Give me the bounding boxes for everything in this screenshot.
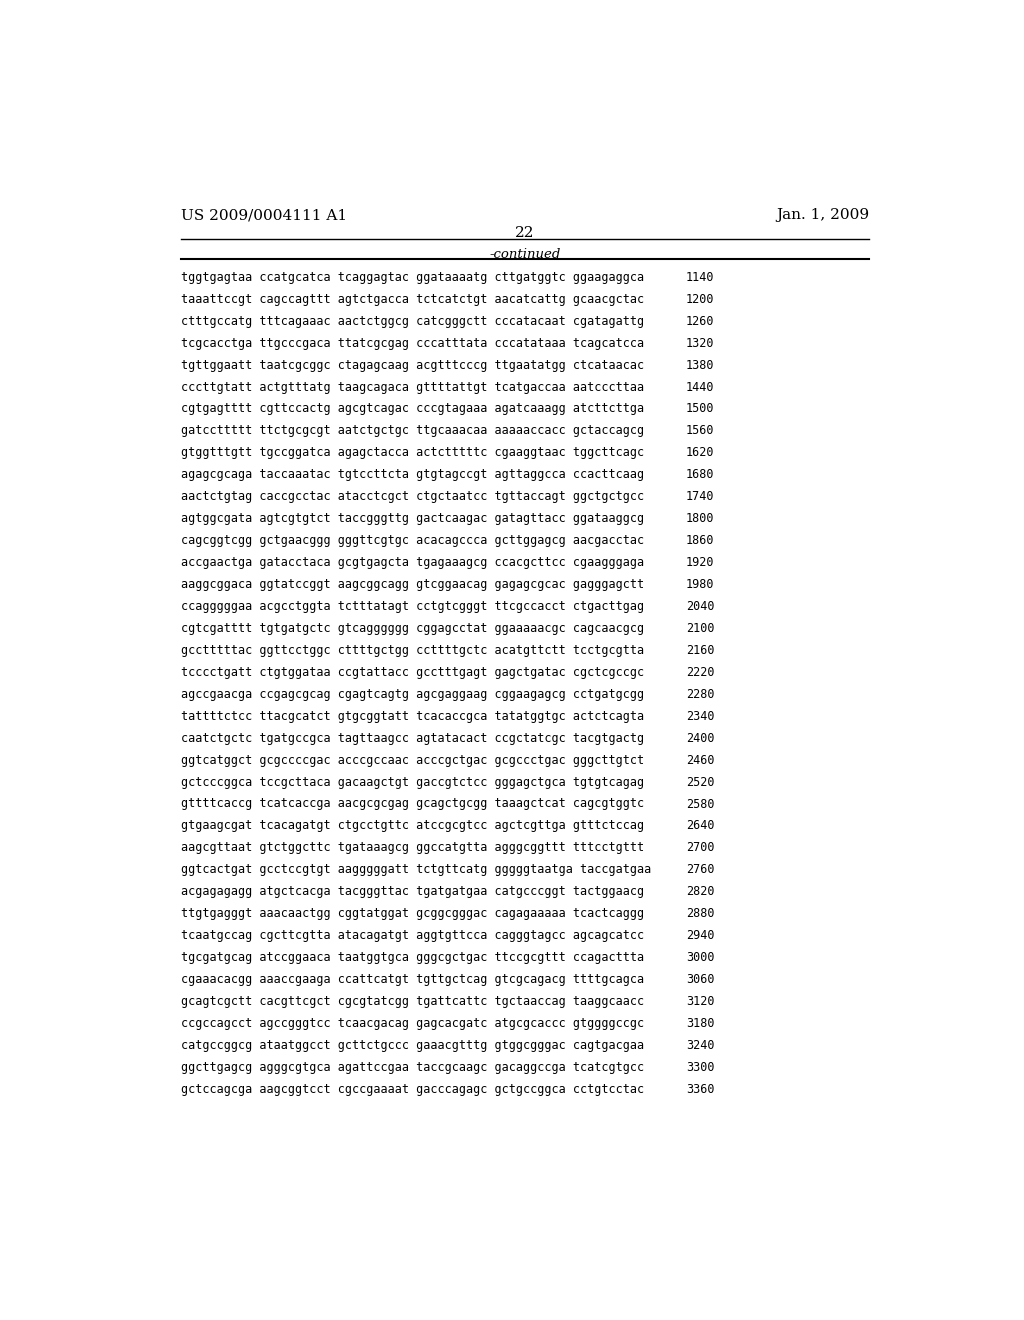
Text: taaattccgt cagccagttt agtctgacca tctcatctgt aacatcattg gcaacgctac: taaattccgt cagccagttt agtctgacca tctcatc… [180,293,644,306]
Text: ggcttgagcg agggcgtgca agattccgaa taccgcaagc gacaggccga tcatcgtgcc: ggcttgagcg agggcgtgca agattccgaa taccgca… [180,1061,644,1074]
Text: 3300: 3300 [686,1061,715,1074]
Text: tggtgagtaa ccatgcatca tcaggagtac ggataaaatg cttgatggtc ggaagaggca: tggtgagtaa ccatgcatca tcaggagtac ggataaa… [180,271,644,284]
Text: tgttggaatt taatcgcggc ctagagcaag acgtttcccg ttgaatatgg ctcataacac: tgttggaatt taatcgcggc ctagagcaag acgtttc… [180,359,644,372]
Text: accgaactga gatacctaca gcgtgagcta tgagaaagcg ccacgcttcc cgaagggaga: accgaactga gatacctaca gcgtgagcta tgagaaa… [180,556,644,569]
Text: gcagtcgctt cacgttcgct cgcgtatcgg tgattcattc tgctaaccag taaggcaacc: gcagtcgctt cacgttcgct cgcgtatcgg tgattca… [180,995,644,1008]
Text: 1140: 1140 [686,271,715,284]
Text: 1260: 1260 [686,314,715,327]
Text: agagcgcaga taccaaatac tgtccttcta gtgtagccgt agttaggcca ccacttcaag: agagcgcaga taccaaatac tgtccttcta gtgtagc… [180,469,644,482]
Text: cagcggtcgg gctgaacggg gggttcgtgc acacagccca gcttggagcg aacgacctac: cagcggtcgg gctgaacggg gggttcgtgc acacagc… [180,535,644,548]
Text: acgagagagg atgctcacga tacgggttac tgatgatgaa catgcccggt tactggaacg: acgagagagg atgctcacga tacgggttac tgatgat… [180,886,644,899]
Text: 2760: 2760 [686,863,715,876]
Text: caatctgctc tgatgccgca tagttaagcc agtatacact ccgctatcgc tacgtgactg: caatctgctc tgatgccgca tagttaagcc agtatac… [180,731,644,744]
Text: 1320: 1320 [686,337,715,350]
Text: 2280: 2280 [686,688,715,701]
Text: cccttgtatt actgtttatg taagcagaca gttttattgt tcatgaccaa aatcccttaa: cccttgtatt actgtttatg taagcagaca gttttat… [180,380,644,393]
Text: ttgtgagggt aaacaactgg cggtatggat gcggcgggac cagagaaaaa tcactcaggg: ttgtgagggt aaacaactgg cggtatggat gcggcgg… [180,907,644,920]
Text: tcccctgatt ctgtggataa ccgtattacc gcctttgagt gagctgatac cgctcgccgc: tcccctgatt ctgtggataa ccgtattacc gcctttg… [180,665,644,678]
Text: 3180: 3180 [686,1016,715,1030]
Text: gtgaagcgat tcacagatgt ctgcctgttc atccgcgtcc agctcgttga gtttctccag: gtgaagcgat tcacagatgt ctgcctgttc atccgcg… [180,820,644,833]
Text: 3240: 3240 [686,1039,715,1052]
Text: gctcccggca tccgcttaca gacaagctgt gaccgtctcc gggagctgca tgtgtcagag: gctcccggca tccgcttaca gacaagctgt gaccgtc… [180,776,644,788]
Text: ctttgccatg tttcagaaac aactctggcg catcgggctt cccatacaat cgatagattg: ctttgccatg tttcagaaac aactctggcg catcggg… [180,314,644,327]
Text: ggtcatggct gcgccccgac acccgccaac acccgctgac gcgccctgac gggcttgtct: ggtcatggct gcgccccgac acccgccaac acccgct… [180,754,644,767]
Text: 2040: 2040 [686,601,715,612]
Text: 3060: 3060 [686,973,715,986]
Text: agccgaacga ccgagcgcag cgagtcagtg agcgaggaag cggaagagcg cctgatgcgg: agccgaacga ccgagcgcag cgagtcagtg agcgagg… [180,688,644,701]
Text: 1800: 1800 [686,512,715,525]
Text: ggtcactgat gcctccgtgt aagggggatt tctgttcatg gggggtaatga taccgatgaa: ggtcactgat gcctccgtgt aagggggatt tctgttc… [180,863,651,876]
Text: ccgccagcct agccgggtcc tcaacgacag gagcacgatc atgcgcaccc gtggggccgc: ccgccagcct agccgggtcc tcaacgacag gagcacg… [180,1016,644,1030]
Text: 1560: 1560 [686,425,715,437]
Text: 2700: 2700 [686,841,715,854]
Text: aagcgttaat gtctggcttc tgataaagcg ggccatgtta agggcggttt tttcctgttt: aagcgttaat gtctggcttc tgataaagcg ggccatg… [180,841,644,854]
Text: 2100: 2100 [686,622,715,635]
Text: 1380: 1380 [686,359,715,372]
Text: 1920: 1920 [686,556,715,569]
Text: tattttctcc ttacgcatct gtgcggtatt tcacaccgca tatatggtgc actctcagta: tattttctcc ttacgcatct gtgcggtatt tcacacc… [180,710,644,723]
Text: 1740: 1740 [686,490,715,503]
Text: 1440: 1440 [686,380,715,393]
Text: 2520: 2520 [686,776,715,788]
Text: 2400: 2400 [686,731,715,744]
Text: ccagggggaa acgcctggta tctttatagt cctgtcgggt ttcgccacct ctgacttgag: ccagggggaa acgcctggta tctttatagt cctgtcg… [180,601,644,612]
Text: 1200: 1200 [686,293,715,306]
Text: 2340: 2340 [686,710,715,723]
Text: agtggcgata agtcgtgtct taccgggttg gactcaagac gatagttacc ggataaggcg: agtggcgata agtcgtgtct taccgggttg gactcaa… [180,512,644,525]
Text: tcaatgccag cgcttcgtta atacagatgt aggtgttcca cagggtagcc agcagcatcc: tcaatgccag cgcttcgtta atacagatgt aggtgtt… [180,929,644,942]
Text: gtggtttgtt tgccggatca agagctacca actctttttc cgaaggtaac tggcttcagc: gtggtttgtt tgccggatca agagctacca actcttt… [180,446,644,459]
Text: 3000: 3000 [686,952,715,964]
Text: 1620: 1620 [686,446,715,459]
Text: aactctgtag caccgcctac atacctcgct ctgctaatcc tgttaccagt ggctgctgcc: aactctgtag caccgcctac atacctcgct ctgctaa… [180,490,644,503]
Text: 22: 22 [515,226,535,240]
Text: gctccagcga aagcggtcct cgccgaaaat gacccagagc gctgccggca cctgtcctac: gctccagcga aagcggtcct cgccgaaaat gacccag… [180,1082,644,1096]
Text: cgtcgatttt tgtgatgctc gtcagggggg cggagcctat ggaaaaacgc cagcaacgcg: cgtcgatttt tgtgatgctc gtcagggggg cggagcc… [180,622,644,635]
Text: gatccttttt ttctgcgcgt aatctgctgc ttgcaaacaa aaaaaccacc gctaccagcg: gatccttttt ttctgcgcgt aatctgctgc ttgcaaa… [180,425,644,437]
Text: 1500: 1500 [686,403,715,416]
Text: aaggcggaca ggtatccggt aagcggcagg gtcggaacag gagagcgcac gagggagctt: aaggcggaca ggtatccggt aagcggcagg gtcggaa… [180,578,644,591]
Text: tcgcacctga ttgcccgaca ttatcgcgag cccatttata cccatataaa tcagcatcca: tcgcacctga ttgcccgaca ttatcgcgag cccattt… [180,337,644,350]
Text: 2460: 2460 [686,754,715,767]
Text: 3360: 3360 [686,1082,715,1096]
Text: cgaaacacgg aaaccgaaga ccattcatgt tgttgctcag gtcgcagacg ttttgcagca: cgaaacacgg aaaccgaaga ccattcatgt tgttgct… [180,973,644,986]
Text: 1980: 1980 [686,578,715,591]
Text: 2220: 2220 [686,665,715,678]
Text: 2640: 2640 [686,820,715,833]
Text: gcctttttac ggttcctggc cttttgctgg ccttttgctc acatgttctt tcctgcgtta: gcctttttac ggttcctggc cttttgctgg ccttttg… [180,644,644,657]
Text: -continued: -continued [489,248,560,261]
Text: 1860: 1860 [686,535,715,548]
Text: 2160: 2160 [686,644,715,657]
Text: 2880: 2880 [686,907,715,920]
Text: Jan. 1, 2009: Jan. 1, 2009 [776,209,869,223]
Text: cgtgagtttt cgttccactg agcgtcagac cccgtagaaa agatcaaagg atcttcttga: cgtgagtttt cgttccactg agcgtcagac cccgtag… [180,403,644,416]
Text: tgcgatgcag atccggaaca taatggtgca gggcgctgac ttccgcgttt ccagacttta: tgcgatgcag atccggaaca taatggtgca gggcgct… [180,952,644,964]
Text: US 2009/0004111 A1: US 2009/0004111 A1 [180,209,347,223]
Text: 2580: 2580 [686,797,715,810]
Text: 2820: 2820 [686,886,715,899]
Text: 3120: 3120 [686,995,715,1008]
Text: catgccggcg ataatggcct gcttctgccc gaaacgtttg gtggcgggac cagtgacgaa: catgccggcg ataatggcct gcttctgccc gaaacgt… [180,1039,644,1052]
Text: 2940: 2940 [686,929,715,942]
Text: 1680: 1680 [686,469,715,482]
Text: gttttcaccg tcatcaccga aacgcgcgag gcagctgcgg taaagctcat cagcgtggtc: gttttcaccg tcatcaccga aacgcgcgag gcagctg… [180,797,644,810]
